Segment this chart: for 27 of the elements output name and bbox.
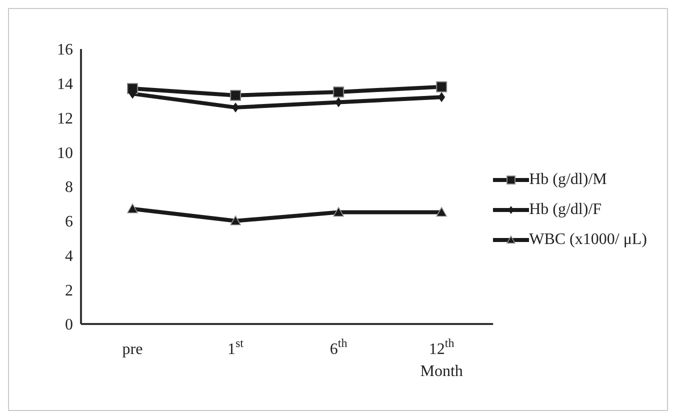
y-tick-label: 8 <box>65 179 73 196</box>
y-tick-label: 0 <box>65 316 73 334</box>
point <box>127 203 138 214</box>
legend-label: Hb (g/dl)/M <box>529 170 607 188</box>
x-tick-label: 1$^{st}$ <box>228 336 244 358</box>
legend-label: WBC (x1000/ μL) <box>529 230 647 248</box>
point <box>436 206 447 217</box>
x-tick-label: 6$^{th}$ <box>330 336 348 358</box>
point <box>438 92 446 102</box>
point <box>333 86 344 98</box>
y-tick-label: 6 <box>65 214 73 231</box>
point <box>333 206 344 217</box>
point <box>232 102 240 112</box>
x-axis-title: Month <box>420 363 463 380</box>
y-tick-label: 12 <box>57 110 73 128</box>
point <box>230 215 241 226</box>
y-tick-label: 4 <box>65 248 73 265</box>
point <box>335 97 342 108</box>
y-tick-label: 14 <box>57 76 73 94</box>
y-tick-label: 10 <box>57 144 73 162</box>
x-tick-label: 12$^{th}$ <box>428 336 454 358</box>
legend-label: Hb (g/dl)/F <box>529 200 602 218</box>
point <box>436 81 448 92</box>
x-tick-label: pre <box>122 341 143 358</box>
y-tick-label: 2 <box>65 282 73 300</box>
y-tick-label: 16 <box>57 42 73 59</box>
point <box>230 90 242 101</box>
